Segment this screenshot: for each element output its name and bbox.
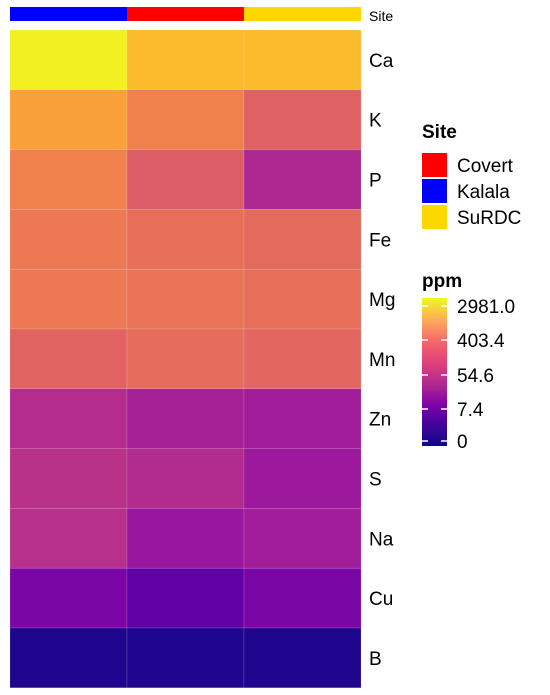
cell-na-surdc	[243, 508, 362, 569]
site-annotation-label: Site	[369, 8, 393, 24]
cell-cu-surdc	[243, 567, 362, 629]
cell-ca-surdc	[243, 29, 362, 91]
cell-cu-kalala	[9, 567, 128, 629]
ppm-legend: ppm 2981.0 403.4 54.6 7.4 0	[422, 271, 515, 453]
ppm-colorbar	[422, 298, 447, 446]
cell-fe-surdc	[243, 209, 362, 270]
cell-k-covert	[126, 89, 245, 150]
cell-mn-surdc	[243, 328, 362, 390]
cell-mg-covert	[126, 268, 245, 330]
cell-na-covert	[126, 508, 245, 569]
site-legend: Site Covert Kalala SuRDC	[422, 122, 521, 229]
ppm-tick-label: 2981.0	[457, 297, 515, 318]
ppm-legend-title: ppm	[422, 271, 462, 292]
site-annotation-covert	[127, 7, 244, 21]
cell-mn-kalala	[9, 328, 128, 390]
row-label-k: K	[369, 111, 382, 132]
row-label-s: S	[369, 470, 382, 491]
cell-p-covert	[126, 149, 245, 210]
cell-k-kalala	[9, 89, 128, 150]
cell-b-surdc	[243, 627, 362, 689]
heatmap-cells	[9, 29, 362, 689]
row-label-ca: Ca	[369, 51, 394, 72]
site-annotation-kalala	[10, 7, 127, 21]
cell-s-surdc	[243, 448, 362, 509]
row-label-mg: Mg	[369, 290, 395, 311]
row-label-mn: Mn	[369, 350, 395, 371]
row-label-p: P	[369, 171, 382, 192]
site-legend-swatch-covert	[422, 153, 447, 177]
site-annotation-surdc	[244, 7, 361, 21]
row-labels: Ca K P Fe Mg Mn Zn S Na Cu B	[369, 51, 395, 670]
cell-zn-kalala	[9, 388, 128, 449]
row-label-fe: Fe	[369, 230, 391, 251]
site-annotation-bar	[10, 7, 361, 21]
cell-s-covert	[126, 448, 245, 509]
ppm-tick-label: 0	[457, 432, 468, 453]
row-label-b: B	[369, 649, 382, 670]
cell-b-kalala	[9, 627, 128, 689]
site-legend-label-covert: Covert	[457, 156, 514, 177]
cell-p-surdc	[243, 149, 362, 210]
cell-fe-kalala	[9, 209, 128, 270]
cell-b-covert	[126, 627, 245, 689]
cell-k-surdc	[243, 89, 362, 150]
row-label-na: Na	[369, 529, 394, 550]
cell-ca-kalala	[9, 29, 128, 91]
site-legend-swatch-kalala	[422, 179, 447, 203]
cell-ca-covert	[126, 29, 245, 91]
ppm-tick-label: 7.4	[457, 400, 484, 421]
cell-mg-surdc	[243, 268, 362, 330]
row-label-zn: Zn	[369, 410, 391, 431]
cell-cu-covert	[126, 567, 245, 629]
cell-s-kalala	[9, 448, 128, 509]
cell-zn-surdc	[243, 388, 362, 449]
site-legend-label-kalala: Kalala	[457, 182, 510, 203]
cell-mn-covert	[126, 328, 245, 390]
cell-fe-covert	[126, 209, 245, 270]
ppm-tick-label: 403.4	[457, 331, 505, 352]
cell-zn-covert	[126, 388, 245, 449]
ppm-tick-label: 54.6	[457, 366, 494, 387]
cell-na-kalala	[9, 508, 128, 569]
cell-mg-kalala	[9, 268, 128, 330]
site-legend-swatch-surdc	[422, 205, 447, 229]
site-legend-title: Site	[422, 122, 457, 143]
cell-p-kalala	[9, 149, 128, 210]
site-legend-label-surdc: SuRDC	[457, 208, 521, 229]
row-label-cu: Cu	[369, 589, 393, 610]
